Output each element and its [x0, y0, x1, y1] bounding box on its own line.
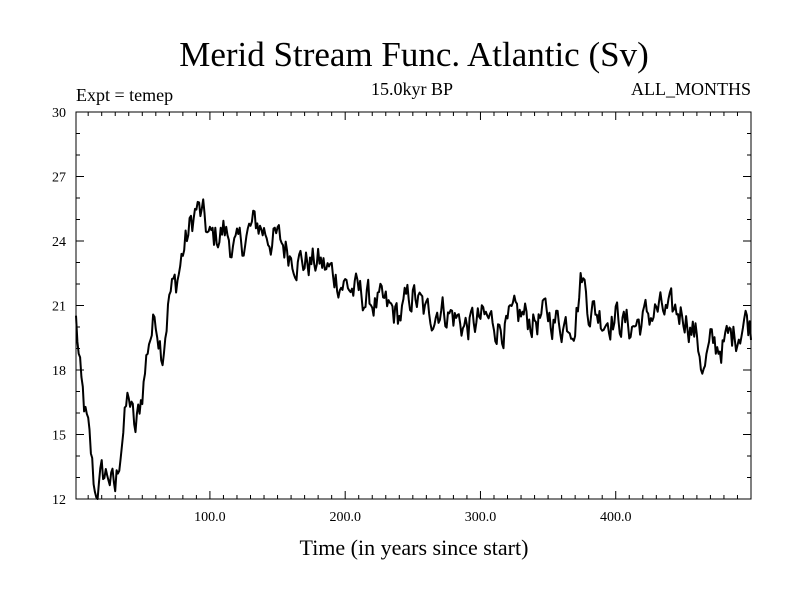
y-tick-label: 24 — [52, 235, 66, 250]
axis-ticks — [76, 111, 751, 500]
months-label: ALL_MONTHS — [631, 79, 751, 99]
y-tick-label: 21 — [52, 300, 66, 315]
chart-title: Merid Stream Func. Atlantic (Sv) — [179, 35, 649, 74]
x-tick-label: 400.0 — [600, 510, 632, 525]
y-tick-label: 12 — [52, 493, 66, 508]
y-tick-label: 15 — [52, 429, 66, 444]
y-tick-labels: 12 15 18 21 24 27 30 — [52, 106, 66, 508]
x-tick-labels: 100.0 200.0 300.0 400.0 — [194, 510, 631, 525]
x-tick-label: 200.0 — [329, 510, 361, 525]
y-tick-label: 18 — [52, 364, 66, 379]
period-label: 15.0kyr BP — [371, 79, 453, 99]
y-tick-label: 27 — [52, 171, 66, 186]
x-tick-label: 300.0 — [465, 510, 497, 525]
plot-frame — [75, 111, 752, 500]
series-line — [75, 198, 752, 500]
x-axis-title: Time (in years since start) — [300, 535, 529, 560]
x-tick-label: 100.0 — [194, 510, 226, 525]
experiment-label: Expt = temep — [76, 85, 173, 105]
y-tick-label: 30 — [52, 106, 66, 121]
